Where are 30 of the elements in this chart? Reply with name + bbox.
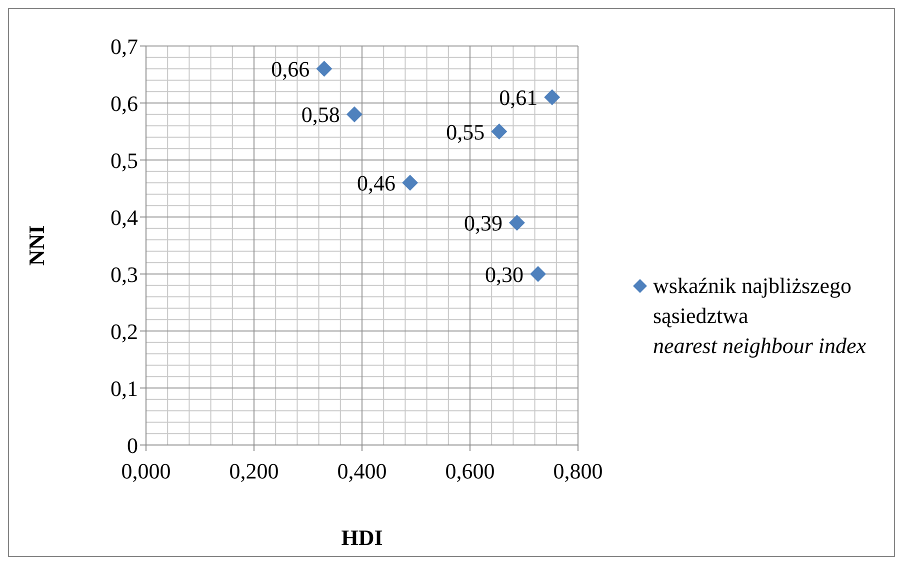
data-label: 0,30: [485, 262, 524, 287]
point: [316, 60, 332, 77]
y-tick-label: 0,5: [110, 148, 138, 173]
legend-label: wskaźnik najbliższego sąsiedztwa nearest neighbour index: [652, 272, 868, 360]
x-tick-label: 0,600: [445, 458, 495, 484]
x-tick-label: 0,200: [229, 458, 279, 484]
x-axis-title: HDI: [341, 525, 383, 550]
point: [508, 214, 525, 231]
y-tick-label: 0,6: [110, 90, 138, 116]
point: [346, 106, 362, 122]
data-label: 0,58: [301, 102, 340, 128]
data-label: 0,46: [357, 170, 396, 196]
y-axis-title: NNI: [24, 225, 49, 266]
y-tick-label: 0,1: [110, 376, 138, 401]
y-tick-label: 0,2: [110, 318, 138, 344]
data-label: 0,55: [446, 119, 485, 144]
y-tick-label: 0,3: [110, 262, 138, 287]
data-label: 0,66: [271, 56, 310, 82]
point: [544, 89, 560, 106]
x-tick-label: 0,800: [553, 458, 603, 484]
x-tick-label: 0,400: [337, 458, 387, 484]
data-label: 0,61: [499, 85, 538, 110]
y-tick-label: 0: [127, 432, 138, 458]
y-tick-label: 0,7: [110, 34, 138, 59]
point: [402, 174, 418, 191]
point: [530, 266, 546, 282]
x-tick-label: 0,000: [121, 458, 171, 484]
point: [491, 124, 508, 140]
data-label: 0,39: [464, 210, 502, 236]
y-tick-label: 0,4: [110, 204, 138, 230]
